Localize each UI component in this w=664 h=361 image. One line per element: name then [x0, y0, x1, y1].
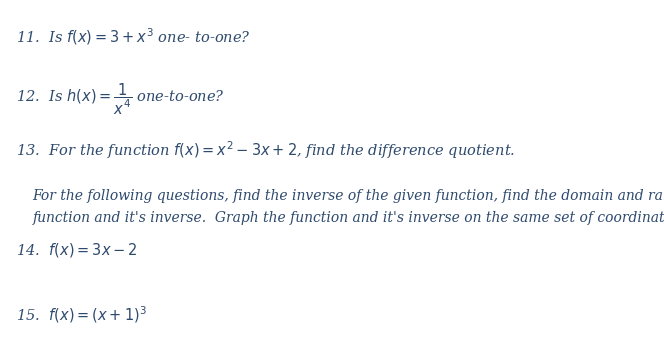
Text: 15.  $f(x) = (x + 1)^3$: 15. $f(x) = (x + 1)^3$	[17, 304, 147, 325]
Text: 11.  Is $f(x) = 3 + x^3$ one- to-one?: 11. Is $f(x) = 3 + x^3$ one- to-one?	[17, 26, 251, 47]
Text: 12.  Is $h(x) = \dfrac{1}{x^4}$ one-to-one?: 12. Is $h(x) = \dfrac{1}{x^4}$ one-to-on…	[17, 82, 225, 117]
Text: For the following questions, find the inverse of the given function, find the do: For the following questions, find the in…	[33, 190, 664, 204]
Text: function and it's inverse.  Graph the function and it's inverse on the same set : function and it's inverse. Graph the fun…	[33, 211, 664, 225]
Text: 13.  For the function $f(x) = x^2 - 3x + 2$, find the difference quotient.: 13. For the function $f(x) = x^2 - 3x + …	[17, 139, 516, 161]
Text: 14.  $f(x) = 3x - 2$: 14. $f(x) = 3x - 2$	[17, 242, 138, 260]
